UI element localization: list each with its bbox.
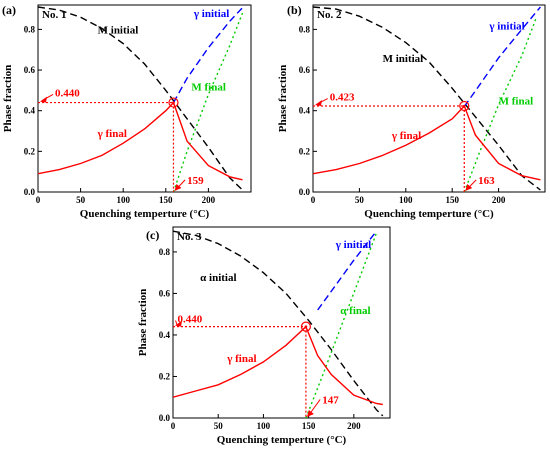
y-tick-label: 0.8 [299, 24, 311, 34]
peak-dot [304, 325, 308, 328]
y-tick-label: 0.8 [159, 247, 171, 257]
peak-value-label: 0.440 [55, 87, 80, 99]
series-line-γ-final [313, 104, 541, 181]
peak-temp-label: 159 [187, 175, 204, 187]
series-line-α-initial [173, 230, 384, 417]
sample-label: No. 2 [317, 9, 342, 21]
x-axis-title: Quenching temperture (°C) [217, 434, 347, 446]
sample-label: No. 1 [42, 9, 66, 21]
x-tick-label: 100 [116, 195, 130, 205]
y-tick-label: 0.4 [299, 106, 311, 116]
y-tick-label: 0.0 [159, 413, 171, 423]
value-arrowhead [40, 96, 47, 103]
x-tick-label: 100 [257, 421, 271, 431]
y-tick-label: 0.0 [24, 187, 36, 197]
y-axis-title: Phase fraction [137, 289, 149, 357]
peak-marker [300, 321, 312, 332]
series-label: γ initial [193, 8, 229, 20]
y-tick-label: 0.2 [24, 146, 36, 156]
x-tick-label: 200 [347, 421, 361, 431]
peak-temp-label: 163 [478, 175, 495, 187]
x-tick-label: 0 [171, 421, 176, 431]
peak-temp-label: 147 [322, 394, 339, 406]
series-line-γ-initial [463, 6, 541, 108]
chart-panel-3: (c) No. 3 0 50 100 150 200 0.0 0.2 0.4 0.6 0.8 Quenc… [137, 226, 391, 446]
series-label: α initial [200, 272, 236, 284]
plot-frame [312, 4, 546, 193]
peak-value-label: 0.440 [178, 314, 203, 326]
series-line-m-initial [313, 6, 541, 191]
series-line-γ-final [38, 101, 243, 181]
y-tick-label: 0.2 [299, 146, 311, 156]
value-arrow [175, 320, 178, 325]
series-label: α final [340, 305, 370, 317]
chart-panel-1: (a) No. 1 0 50 100 150 200 0.0 0.2 0.4 0.6 0.8 Quenc… [2, 3, 252, 220]
y-tick-label: 0.6 [159, 288, 171, 298]
y-tick-label: 0.4 [24, 106, 36, 116]
panel-letter: (c) [146, 228, 159, 242]
x-tick-label: 150 [159, 195, 173, 205]
sample-label: No. 3 [177, 231, 202, 243]
x-tick-label: 0 [36, 195, 41, 205]
series-label: γ final [97, 128, 127, 140]
plot-frame [172, 226, 391, 419]
y-axis-title: Phase fraction [277, 65, 289, 133]
peak-marker [459, 100, 470, 112]
series-label: γ initial [335, 239, 371, 251]
series-label: M final [191, 81, 226, 93]
chart-panel-2: (b) No. 2 0 50 100 150 200 0.0 0.2 0.4 0.6 0.8 Quenc… [277, 3, 546, 220]
x-tick-label: 50 [355, 195, 365, 205]
x-tick-label: 150 [302, 421, 316, 431]
peak-value-label: 0.423 [330, 92, 355, 104]
series-label: γ initial [488, 20, 524, 32]
series-label: γ final [391, 130, 421, 142]
plot-frame [37, 4, 252, 193]
series-line-m-final [463, 18, 537, 192]
y-tick-label: 0.2 [159, 371, 171, 381]
series-label: M initial [383, 53, 424, 65]
peak-marker [168, 97, 179, 108]
value-arrowhead [315, 100, 322, 107]
series-label: γ final [226, 353, 256, 365]
y-tick-label: 0.4 [159, 330, 171, 340]
y-axis-title: Phase fraction [2, 65, 14, 133]
peak-dot [462, 104, 466, 108]
x-tick-label: 100 [399, 195, 413, 205]
series-label: M final [499, 96, 534, 108]
temp-arrowhead [174, 184, 182, 191]
y-tick-label: 0.6 [299, 65, 311, 75]
x-tick-label: 50 [214, 421, 224, 431]
panel-letter: (a) [2, 3, 16, 17]
series-line-γ-final [173, 325, 383, 406]
x-tick-label: 200 [492, 195, 506, 205]
x-tick-label: 200 [202, 195, 216, 205]
x-tick-label: 50 [76, 195, 86, 205]
y-tick-label: 0.0 [299, 187, 311, 197]
y-tick-label: 0.6 [24, 65, 36, 75]
y-tick-label: 0.8 [24, 24, 36, 34]
peak-dot [172, 101, 175, 104]
temp-arrowhead [465, 184, 473, 191]
panel-letter: (b) [287, 3, 302, 17]
series-line-α-final [305, 232, 378, 418]
series-line-m-initial [38, 6, 243, 191]
value-arrowhead [175, 320, 182, 327]
x-tick-label: 0 [311, 195, 316, 205]
x-axis-title: Quenching temperture (°C) [364, 208, 494, 220]
x-tick-label: 150 [445, 195, 459, 205]
series-label: M initial [98, 24, 139, 36]
series-line-γ-initial [317, 230, 377, 311]
x-axis-title: Quenching temperture (°C) [80, 208, 210, 220]
temp-arrowhead [306, 410, 314, 417]
